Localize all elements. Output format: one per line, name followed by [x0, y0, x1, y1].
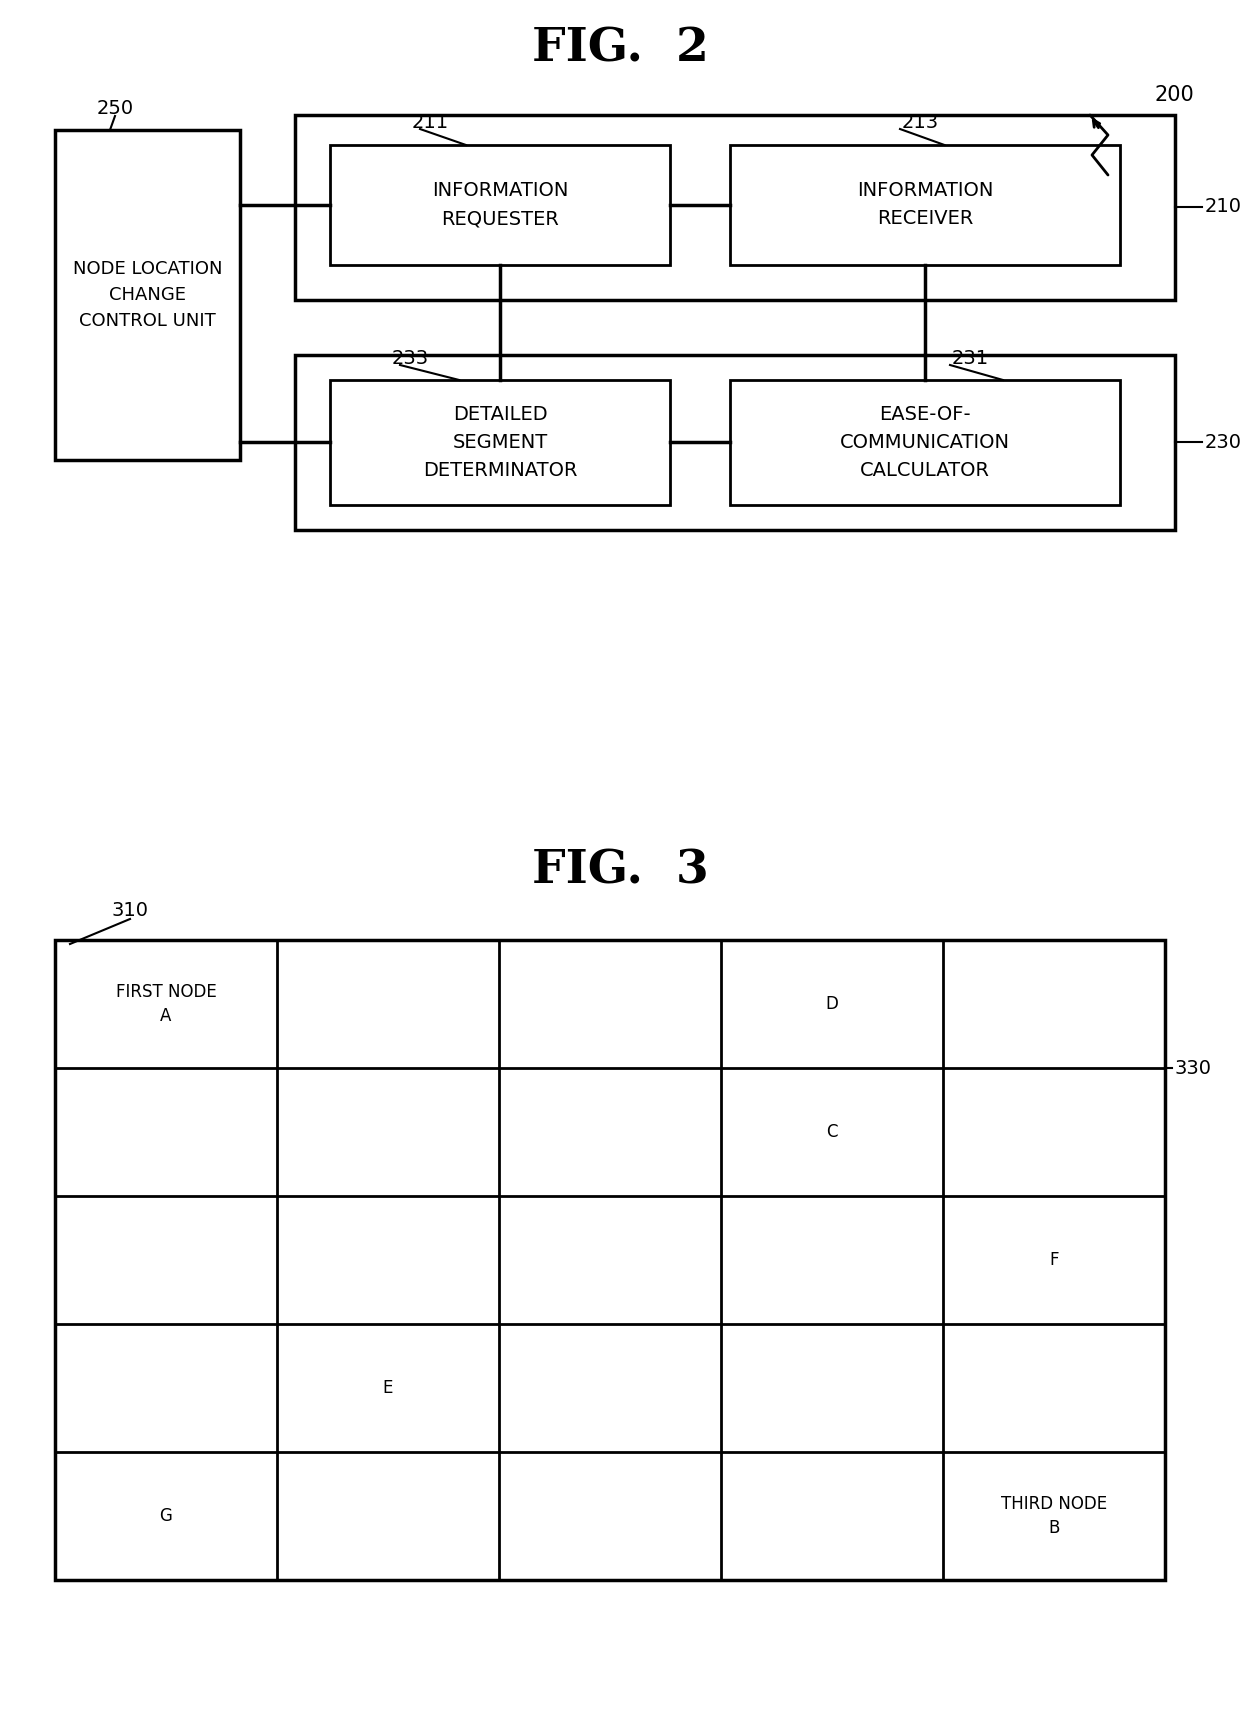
- Text: 231: 231: [951, 349, 988, 368]
- Text: FIG.  3: FIG. 3: [532, 846, 708, 893]
- Text: F: F: [1049, 1252, 1059, 1269]
- Bar: [330, 380, 670, 504]
- Bar: [295, 115, 1176, 299]
- Text: E: E: [383, 1378, 393, 1397]
- Text: 310: 310: [112, 901, 149, 920]
- Text: 330: 330: [1176, 1058, 1211, 1077]
- Text: THIRD NODE
B: THIRD NODE B: [1001, 1495, 1107, 1537]
- Text: DETAILED
SEGMENT
DETERMINATOR: DETAILED SEGMENT DETERMINATOR: [423, 405, 578, 481]
- Text: G: G: [160, 1507, 172, 1525]
- Bar: [330, 145, 670, 265]
- Bar: [295, 356, 1176, 530]
- Text: NODE LOCATION
CHANGE
CONTROL UNIT: NODE LOCATION CHANGE CONTROL UNIT: [73, 260, 222, 330]
- Bar: [55, 941, 1166, 1580]
- Bar: [730, 380, 1120, 504]
- Text: INFORMATION
RECEIVER: INFORMATION RECEIVER: [857, 181, 993, 229]
- Text: 233: 233: [392, 349, 429, 368]
- Text: C: C: [826, 1123, 838, 1141]
- Text: D: D: [826, 995, 838, 1012]
- Text: 250: 250: [97, 99, 134, 118]
- Text: FIG.  2: FIG. 2: [532, 26, 708, 72]
- Text: INFORMATION
REQUESTER: INFORMATION REQUESTER: [432, 181, 568, 229]
- Text: 211: 211: [412, 113, 449, 132]
- Bar: [730, 145, 1120, 265]
- Text: 230: 230: [1205, 433, 1240, 451]
- Text: 213: 213: [901, 113, 939, 132]
- Bar: [55, 130, 241, 460]
- Text: 210: 210: [1205, 197, 1240, 217]
- Text: FIRST NODE
A: FIRST NODE A: [115, 983, 216, 1024]
- Text: EASE-OF-
COMMUNICATION
CALCULATOR: EASE-OF- COMMUNICATION CALCULATOR: [839, 405, 1011, 481]
- Text: 200: 200: [1154, 86, 1195, 104]
